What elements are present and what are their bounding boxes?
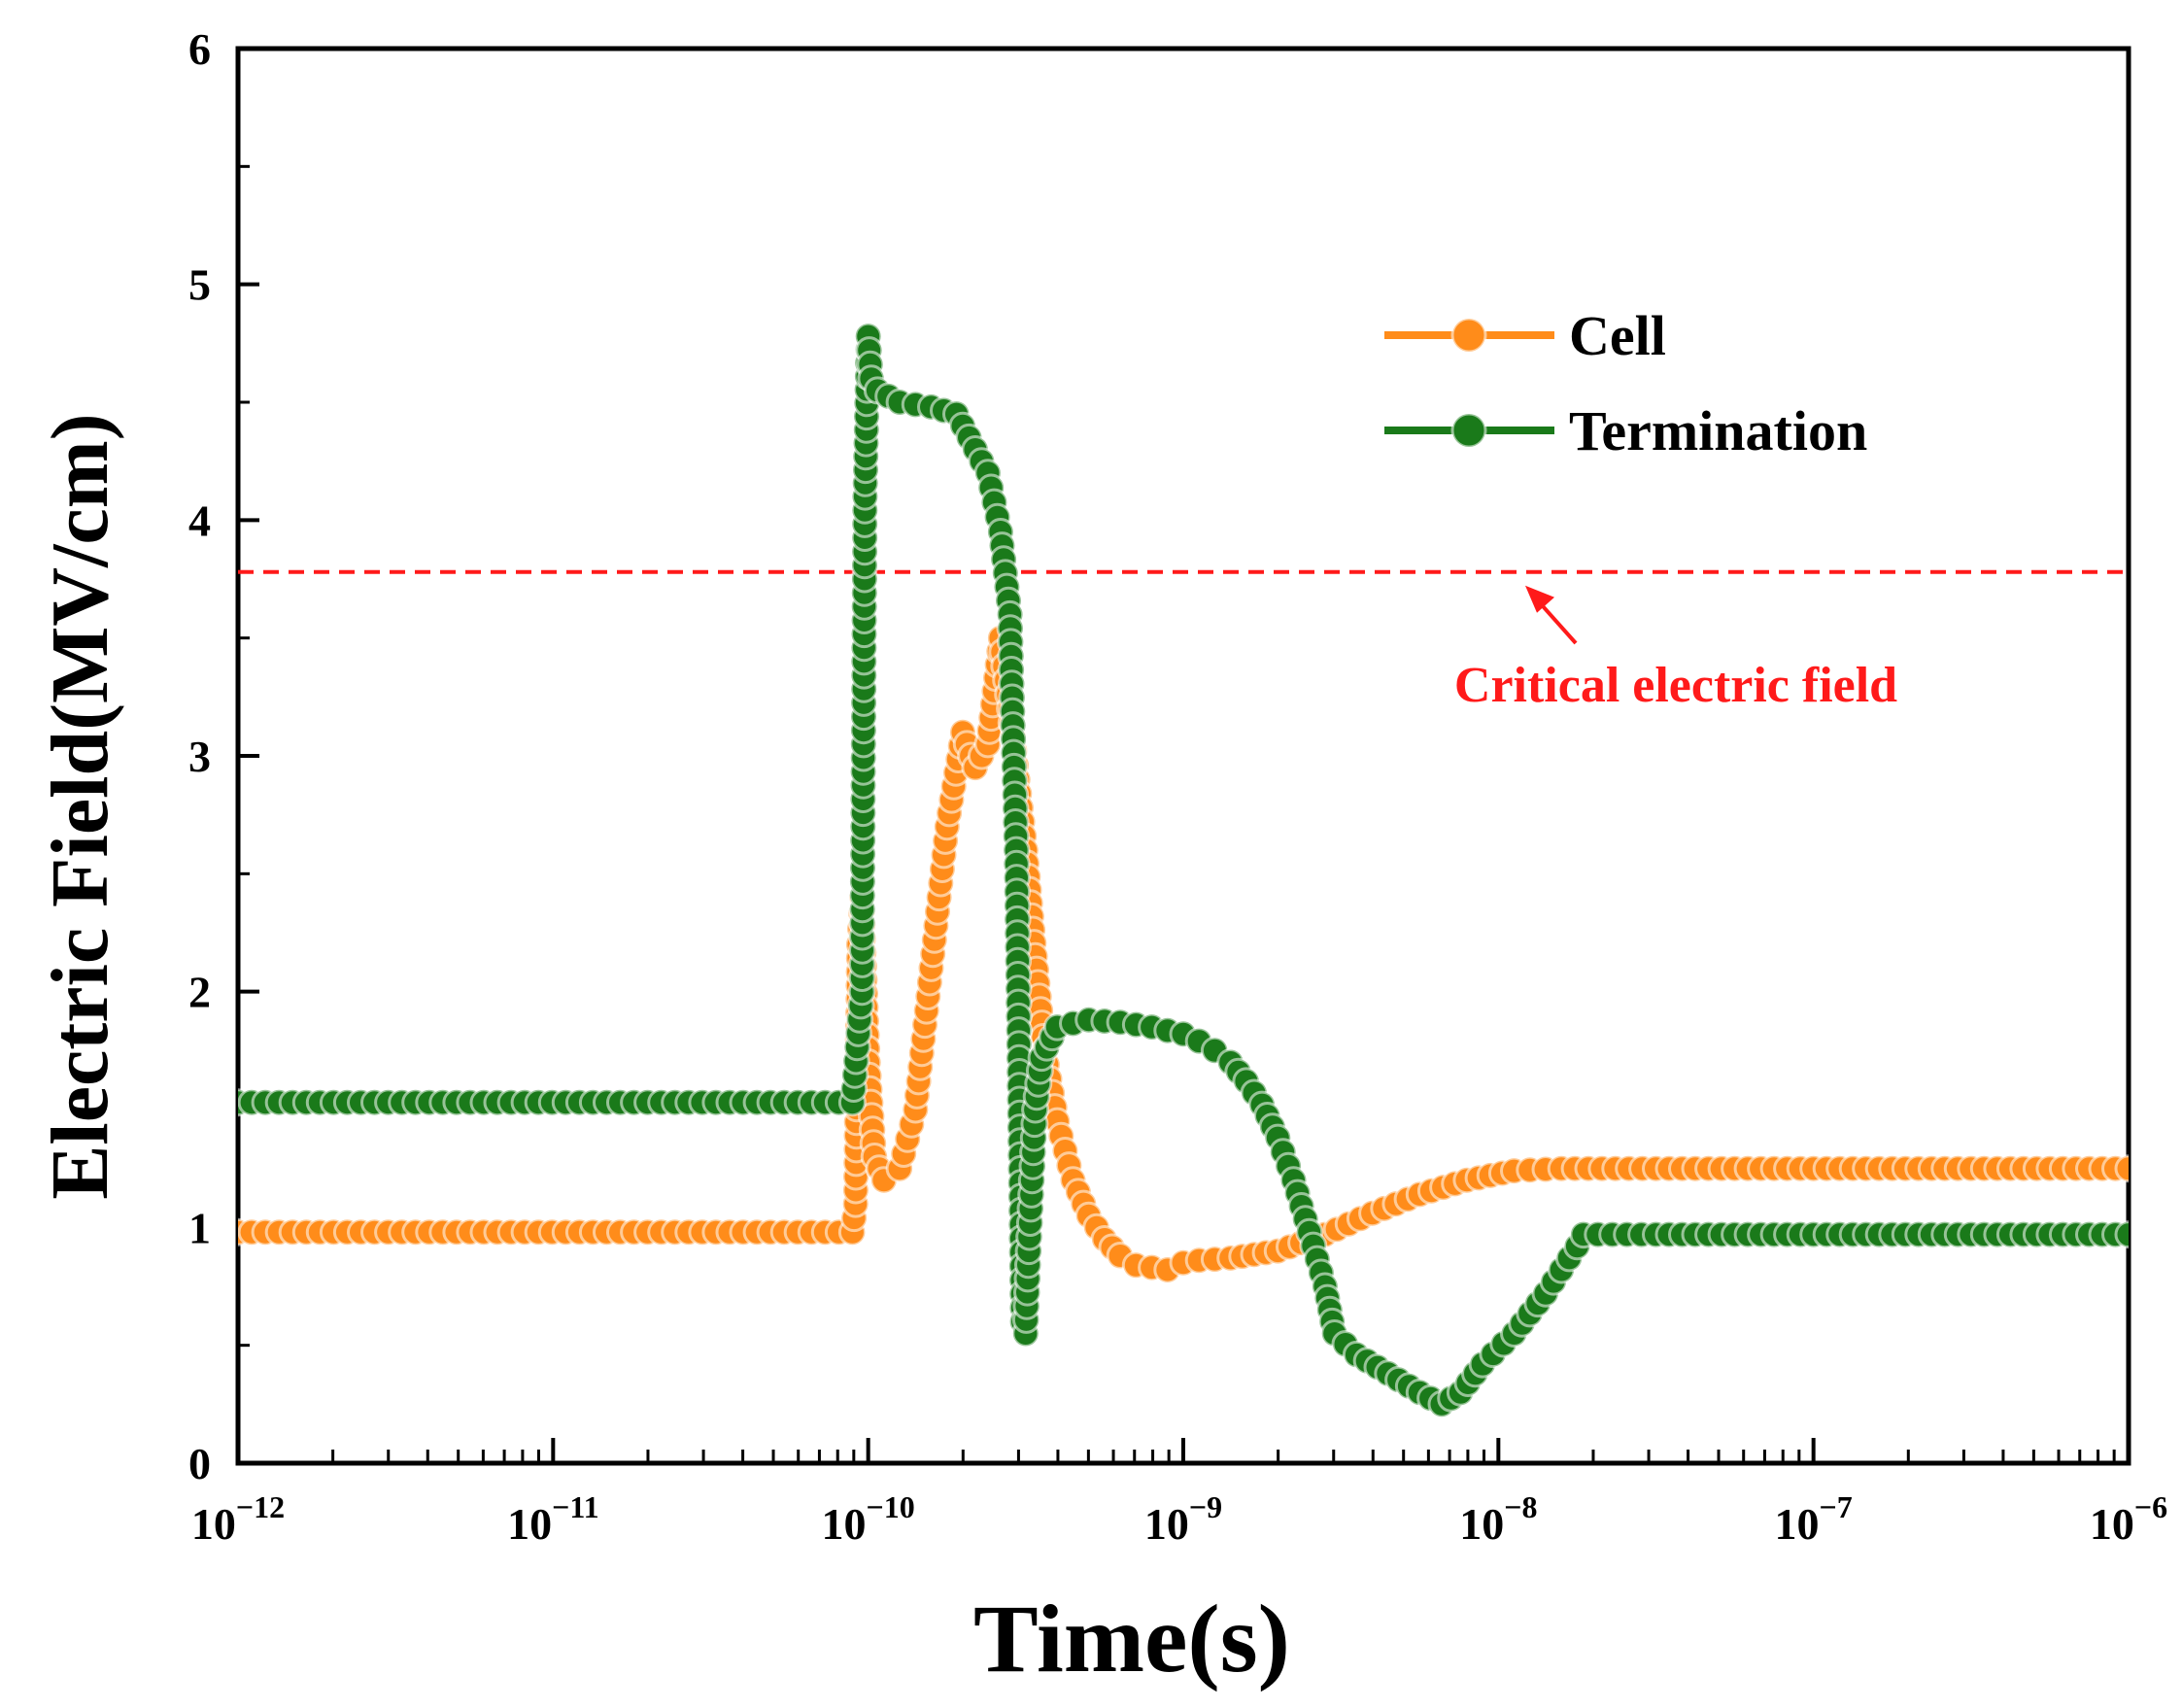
series-termination xyxy=(238,322,2129,1418)
legend-label: Termination xyxy=(1569,399,1867,462)
y-tick-label: 5 xyxy=(188,260,211,310)
critical-field-label: Critical electric field xyxy=(1454,658,1897,713)
x-tick-label: 10−7 xyxy=(1775,1489,1853,1549)
legend: Cell Termination xyxy=(1384,304,1867,462)
y-axis-title: Electric Field(MV/cm) xyxy=(35,413,125,1199)
y-tick-label: 1 xyxy=(188,1203,211,1252)
x-tick-label: 10−9 xyxy=(1144,1489,1222,1549)
series-layer xyxy=(238,322,2129,1418)
y-tick-label: 2 xyxy=(188,968,211,1017)
x-tick-label: 10−10 xyxy=(822,1489,915,1549)
annotation-arrowhead xyxy=(1525,585,1554,613)
x-axis-title: Time(s) xyxy=(973,1585,1290,1692)
y-tick-label: 0 xyxy=(188,1439,211,1488)
x-tick-label: 10−11 xyxy=(507,1489,598,1549)
reference-layer: Critical electric field xyxy=(238,569,2129,713)
legend-label: Cell xyxy=(1569,304,1666,367)
y-tick-label: 4 xyxy=(188,495,211,545)
x-tick-label: 10−8 xyxy=(1459,1489,1537,1549)
data-point xyxy=(2114,1154,2129,1183)
legend-marker xyxy=(1450,317,1487,354)
y-axis: 0 1 2 3 4 5 6 xyxy=(188,24,259,1488)
data-point xyxy=(2114,1220,2129,1249)
x-axis: 10−12 10−11 10−10 10−9 10−8 10−7 10−6 xyxy=(191,1438,2167,1549)
x-tick-label: 10−12 xyxy=(191,1489,285,1549)
x-tick-label: 10−6 xyxy=(2090,1489,2167,1549)
y-tick-label: 3 xyxy=(188,732,211,781)
series-cell xyxy=(238,624,2129,1284)
y-tick-label: 6 xyxy=(188,24,211,74)
legend-marker xyxy=(1450,412,1487,449)
